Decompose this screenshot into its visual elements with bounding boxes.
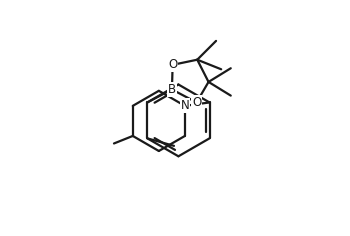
Text: N: N [181, 99, 189, 112]
Text: O: O [192, 96, 201, 109]
Text: B: B [168, 83, 176, 96]
Text: O: O [168, 58, 177, 71]
